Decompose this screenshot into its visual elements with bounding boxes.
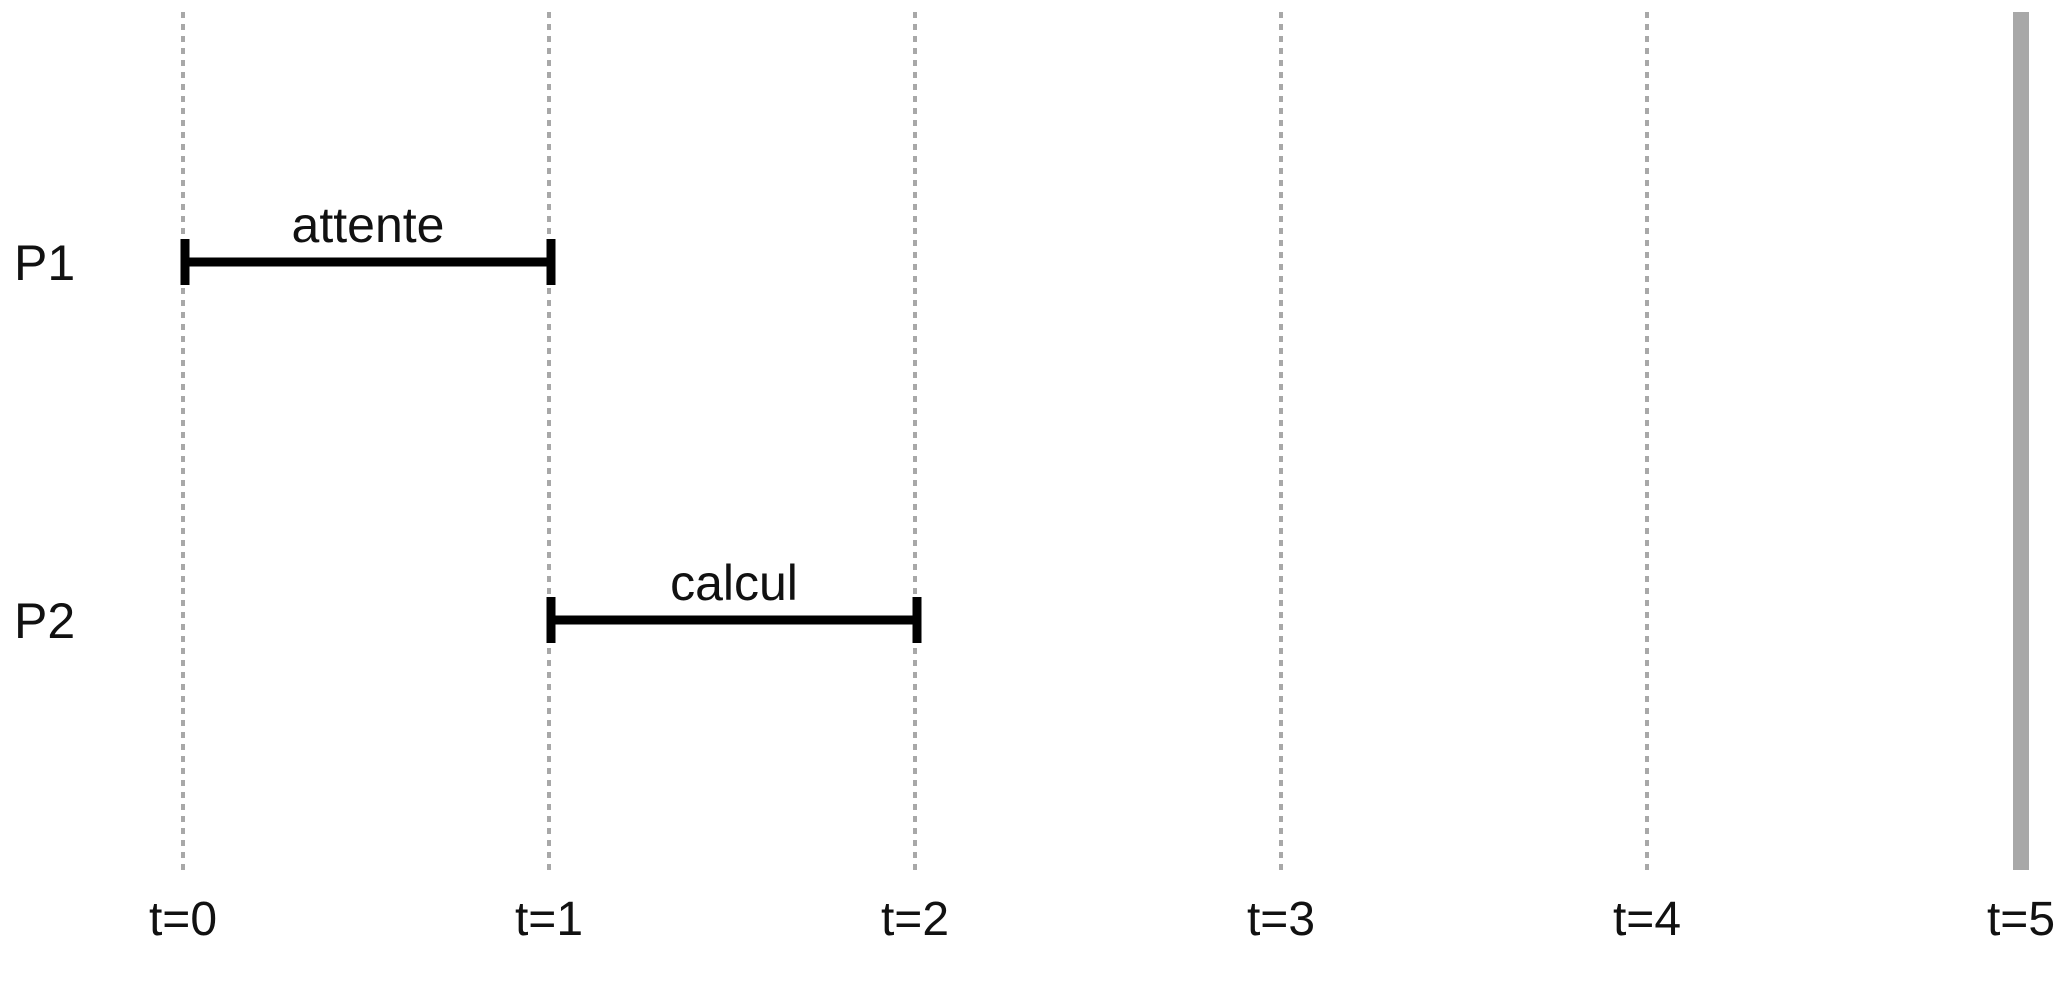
process-label-p1: P1 [14,235,75,291]
interval-attente: attente [180,197,556,285]
tick-label: t=0 [149,893,217,946]
tick-label: t=3 [1247,893,1315,946]
tick-label: t=5 [1987,893,2055,946]
tick-label: t=2 [881,893,949,946]
interval-label: attente [292,197,445,253]
intervals: attente calcul [180,197,922,643]
interval-label: calcul [670,555,798,611]
process-label-p2: P2 [14,593,75,649]
tick-label: t=4 [1613,893,1681,946]
gridlines [181,12,2029,870]
tick-labels: t=0 t=1 t=2 t=3 t=4 t=5 [149,893,2055,946]
interval-calcul: calcul [546,555,922,643]
tick-label: t=1 [515,893,583,946]
row-labels: P1 P2 [14,235,75,649]
